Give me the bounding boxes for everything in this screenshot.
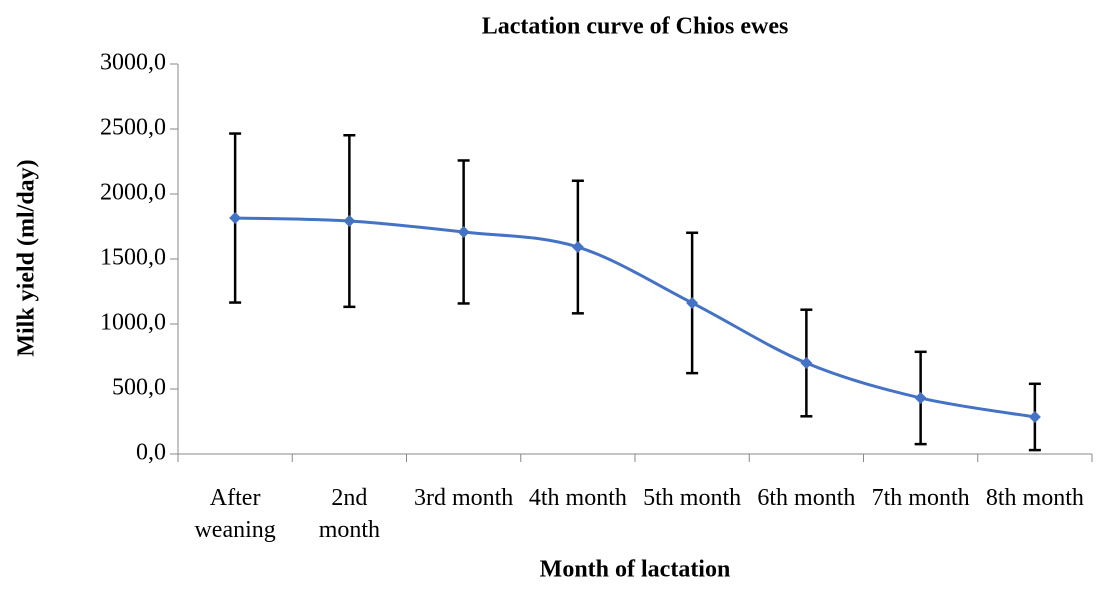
y-tick-label: 3000,0 [100,50,166,76]
line [235,216,1036,419]
chart-title: Lactation curve of Chios ewes [482,14,789,40]
marker [457,225,470,238]
x-tick-label: 3rd month [413,485,514,511]
x-tick-label: 4th month [528,485,627,511]
x-tick-label: After weaning [194,485,276,543]
x-tick-label: 2nd month [318,485,381,543]
y-tick-label: 1000,0 [100,310,166,336]
y-tick-label: 500,0 [112,375,166,401]
x-axis-label: Month of lactation [540,557,731,583]
y-tick-label: 1500,0 [100,245,166,271]
y-axis-label: Milk yield (ml/day) [14,159,40,356]
marker [1028,410,1041,423]
x-tick-label: 6th month [757,485,856,511]
x-tick-label: 7th month [871,485,970,511]
y-tick-label: 2500,0 [100,115,166,141]
x-tick-label: 8th month [985,485,1084,511]
x-tick-label: 5th month [643,485,742,511]
marker [914,391,927,404]
marker [343,215,356,228]
y-tick-label: 2000,0 [100,180,166,206]
marker [571,241,584,254]
marker [229,212,242,225]
marker [686,296,699,309]
marker [800,357,813,369]
y-tick-label: 0,0 [136,440,166,466]
